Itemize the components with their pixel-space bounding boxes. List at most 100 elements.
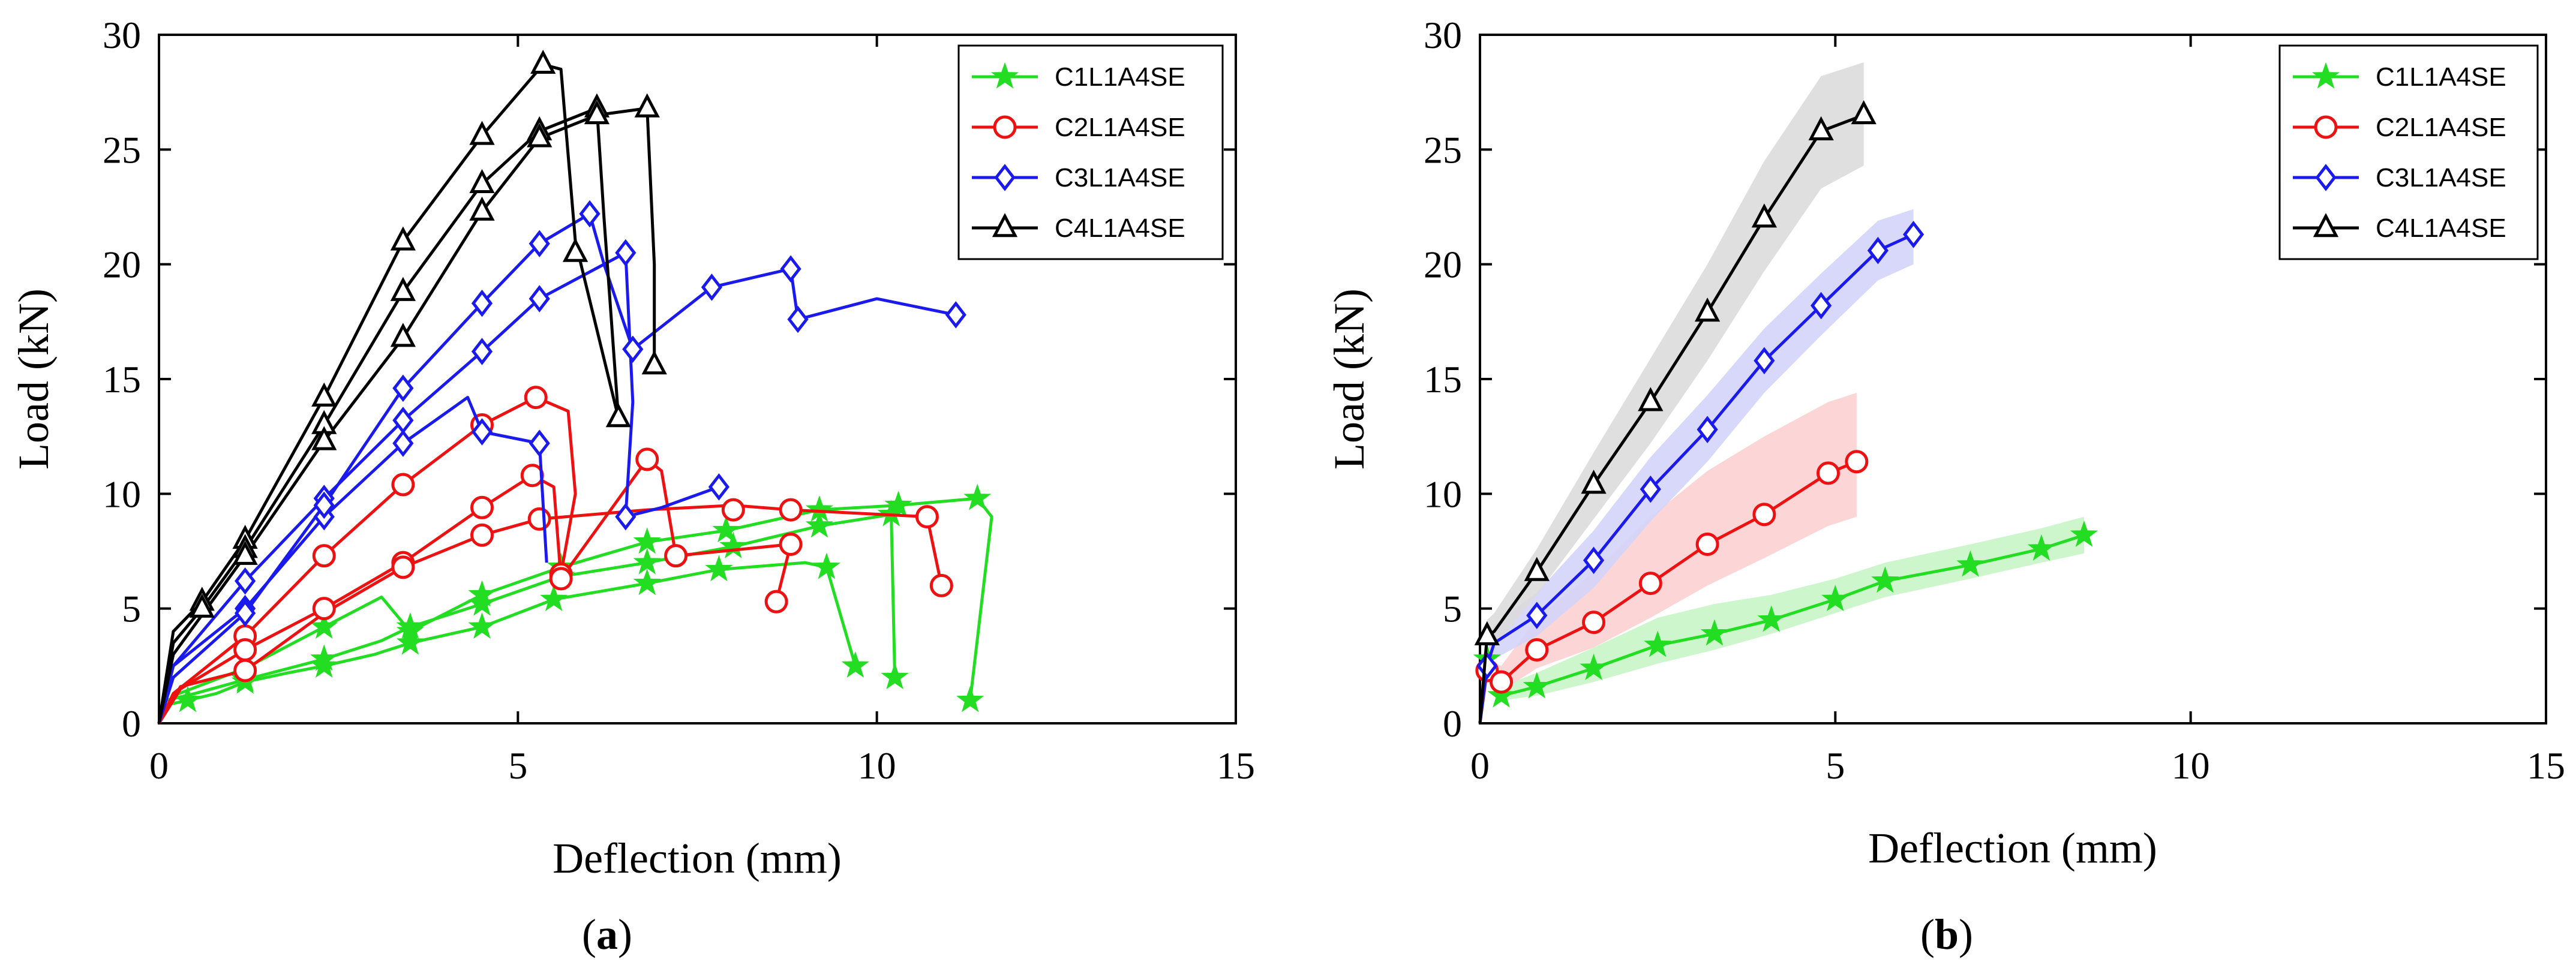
x-tick-label-b: 10 — [2172, 744, 2210, 787]
data-point-C4L1A4SE — [1638, 387, 1664, 411]
legend-label-C2L1A4SE: C2L1A4SE — [1055, 113, 1185, 142]
x-tick-label-b: 15 — [2527, 744, 2565, 787]
data-point-C1L1A4SE — [633, 527, 661, 554]
data-point-C2L1A4SE — [1525, 638, 1549, 662]
data-point-C1L1A4SE — [963, 483, 992, 510]
data-point-C1L1A4SE — [884, 491, 912, 518]
data-point-C2L1A4SE — [779, 498, 803, 522]
data-point-C3L1A4SE — [1811, 291, 1832, 320]
data-point-C3L1A4SE — [615, 239, 637, 267]
x-tick-label-b: 5 — [1826, 744, 1845, 787]
series-band-C2L1A4SE — [1480, 393, 1857, 723]
x-tick-label-a: 0 — [149, 744, 169, 787]
data-point-C4L1A4SE — [390, 226, 416, 251]
data-point-C2L1A4SE — [1816, 461, 1840, 485]
data-point-C3L1A4SE — [701, 273, 723, 301]
series-line-C4L1A4SE-1 — [157, 63, 620, 724]
data-point-C1L1A4SE — [712, 516, 740, 543]
legend-b: C1L1A4SE C2L1A4SE C3L1A4SE C4L1A4SE — [2278, 44, 2539, 260]
data-point-C3L1A4SE — [471, 418, 493, 446]
legend-label-C1L1A4SE: C1L1A4SE — [1055, 62, 1185, 92]
panel-label-letter-a: a — [596, 910, 618, 958]
data-point-C3L1A4SE — [1697, 416, 1718, 443]
data-point-C2L1A4SE — [527, 507, 551, 531]
y-tick-label-b: 0 — [1443, 702, 1462, 745]
data-point-C1L1A4SE — [812, 552, 840, 579]
data-point-C4L1A4SE — [605, 403, 632, 428]
y-tick-label-a: 30 — [103, 14, 141, 56]
data-point-C3L1A4SE — [1640, 475, 1661, 503]
panel-label-b: (b) — [1920, 910, 1973, 958]
data-point-C2L1A4SE — [233, 659, 257, 683]
data-point-C1L1A4SE — [468, 580, 496, 607]
x-tick-label-a: 5 — [508, 744, 527, 787]
data-point-C3L1A4SE — [1903, 221, 1925, 248]
x-axis-title-b: Deflection (mm) — [1868, 824, 2157, 872]
chart-panel-a: 0 5 10 15 0 5 10 15 20 25 30 Deflection (mm) Load … — [10, 14, 1255, 958]
series-C1L1A4SE-a — [157, 483, 993, 725]
y-tick-label-b: 30 — [1424, 14, 1462, 56]
series-line-C4L1A4SE-2 — [157, 107, 620, 724]
y-axis-title-b: Load (kN) — [1325, 288, 1373, 470]
data-point-C1L1A4SE — [2070, 520, 2098, 547]
chart-panel-b: 0 5 10 15 0 5 10 15 20 25 30 Deflection (mm) Load … — [1325, 14, 2565, 958]
data-point-C4L1A4SE — [1808, 116, 1834, 140]
data-point-C4L1A4SE — [1524, 557, 1550, 581]
series-C2L1A4SE-b — [1475, 450, 1869, 724]
data-point-C2L1A4SE — [664, 544, 688, 568]
series-line-C3L1A4SE-2 — [157, 396, 548, 724]
data-point-C1L1A4SE — [310, 644, 338, 671]
y-tick-label-b: 20 — [1424, 243, 1462, 286]
legend-a: C1L1A4SE C2L1A4SE C3L1A4SE C4L1A4SE — [957, 44, 1224, 260]
data-point-C1L1A4SE — [173, 686, 202, 713]
data-point-C3L1A4SE — [392, 429, 414, 457]
data-point-C3L1A4SE — [1867, 236, 1889, 264]
data-point-C3L1A4SE — [234, 599, 256, 627]
data-point-C1L1A4SE — [396, 628, 424, 655]
data-point-C4L1A4SE — [584, 100, 610, 125]
legend-label-C1L1A4SE: C1L1A4SE — [2376, 62, 2506, 92]
legend-label-C4L1A4SE: C4L1A4SE — [1055, 214, 1185, 243]
y-tick-label-a: 20 — [103, 243, 141, 286]
data-point-C3L1A4SE — [1526, 602, 1548, 629]
series-line-C2L1A4SE-3 — [157, 504, 943, 725]
data-point-C2L1A4SE — [391, 473, 415, 497]
data-point-C1L1A4SE — [1700, 619, 1728, 646]
data-point-C1L1A4SE — [1871, 566, 1899, 593]
data-point-C1L1A4SE — [705, 555, 733, 582]
series-C3L1A4SE-b — [1476, 221, 1925, 724]
data-point-C2L1A4SE — [1752, 503, 1776, 527]
data-point-C2L1A4SE — [1490, 670, 1514, 694]
data-point-C4L1A4SE — [1851, 100, 1877, 125]
data-point-C2L1A4SE — [1582, 611, 1606, 635]
y-tick-label-b: 10 — [1424, 473, 1462, 515]
data-point-C1L1A4SE — [805, 511, 833, 538]
data-point-C4L1A4SE — [189, 593, 215, 618]
y-tick-label-a: 5 — [122, 588, 141, 630]
data-point-C1L1A4SE — [633, 548, 661, 575]
data-point-C2L1A4SE — [233, 638, 257, 662]
data-point-C2L1A4SE — [470, 495, 494, 519]
data-point-C4L1A4SE — [1581, 470, 1607, 494]
data-point-C2L1A4SE — [764, 590, 788, 614]
x-tick-label-a: 15 — [1217, 744, 1255, 787]
data-point-C3L1A4SE — [708, 473, 730, 501]
series-line-C1L1A4SE-2 — [157, 513, 897, 724]
data-point-C4L1A4SE — [527, 123, 553, 148]
data-point-C3L1A4SE — [780, 255, 801, 283]
legend-label-C2L1A4SE: C2L1A4SE — [2376, 113, 2506, 142]
legend-marker-C4L1A4SE — [2313, 213, 2339, 238]
data-point-C3L1A4SE — [1476, 652, 1498, 680]
data-point-C2L1A4SE — [391, 555, 415, 579]
data-point-C1L1A4SE — [719, 532, 747, 558]
x-axis-title-a: Deflection (mm) — [553, 834, 842, 882]
series-band-C3L1A4SE — [1480, 209, 1914, 723]
data-point-C1L1A4SE — [310, 612, 338, 639]
legend-marker-C2L1A4SE — [2314, 115, 2338, 139]
legend-marker-C4L1A4SE — [992, 213, 1018, 238]
data-point-C4L1A4SE — [634, 93, 660, 118]
data-point-C4L1A4SE — [469, 169, 495, 193]
data-point-C4L1A4SE — [469, 121, 495, 145]
data-point-C1L1A4SE — [396, 617, 424, 644]
